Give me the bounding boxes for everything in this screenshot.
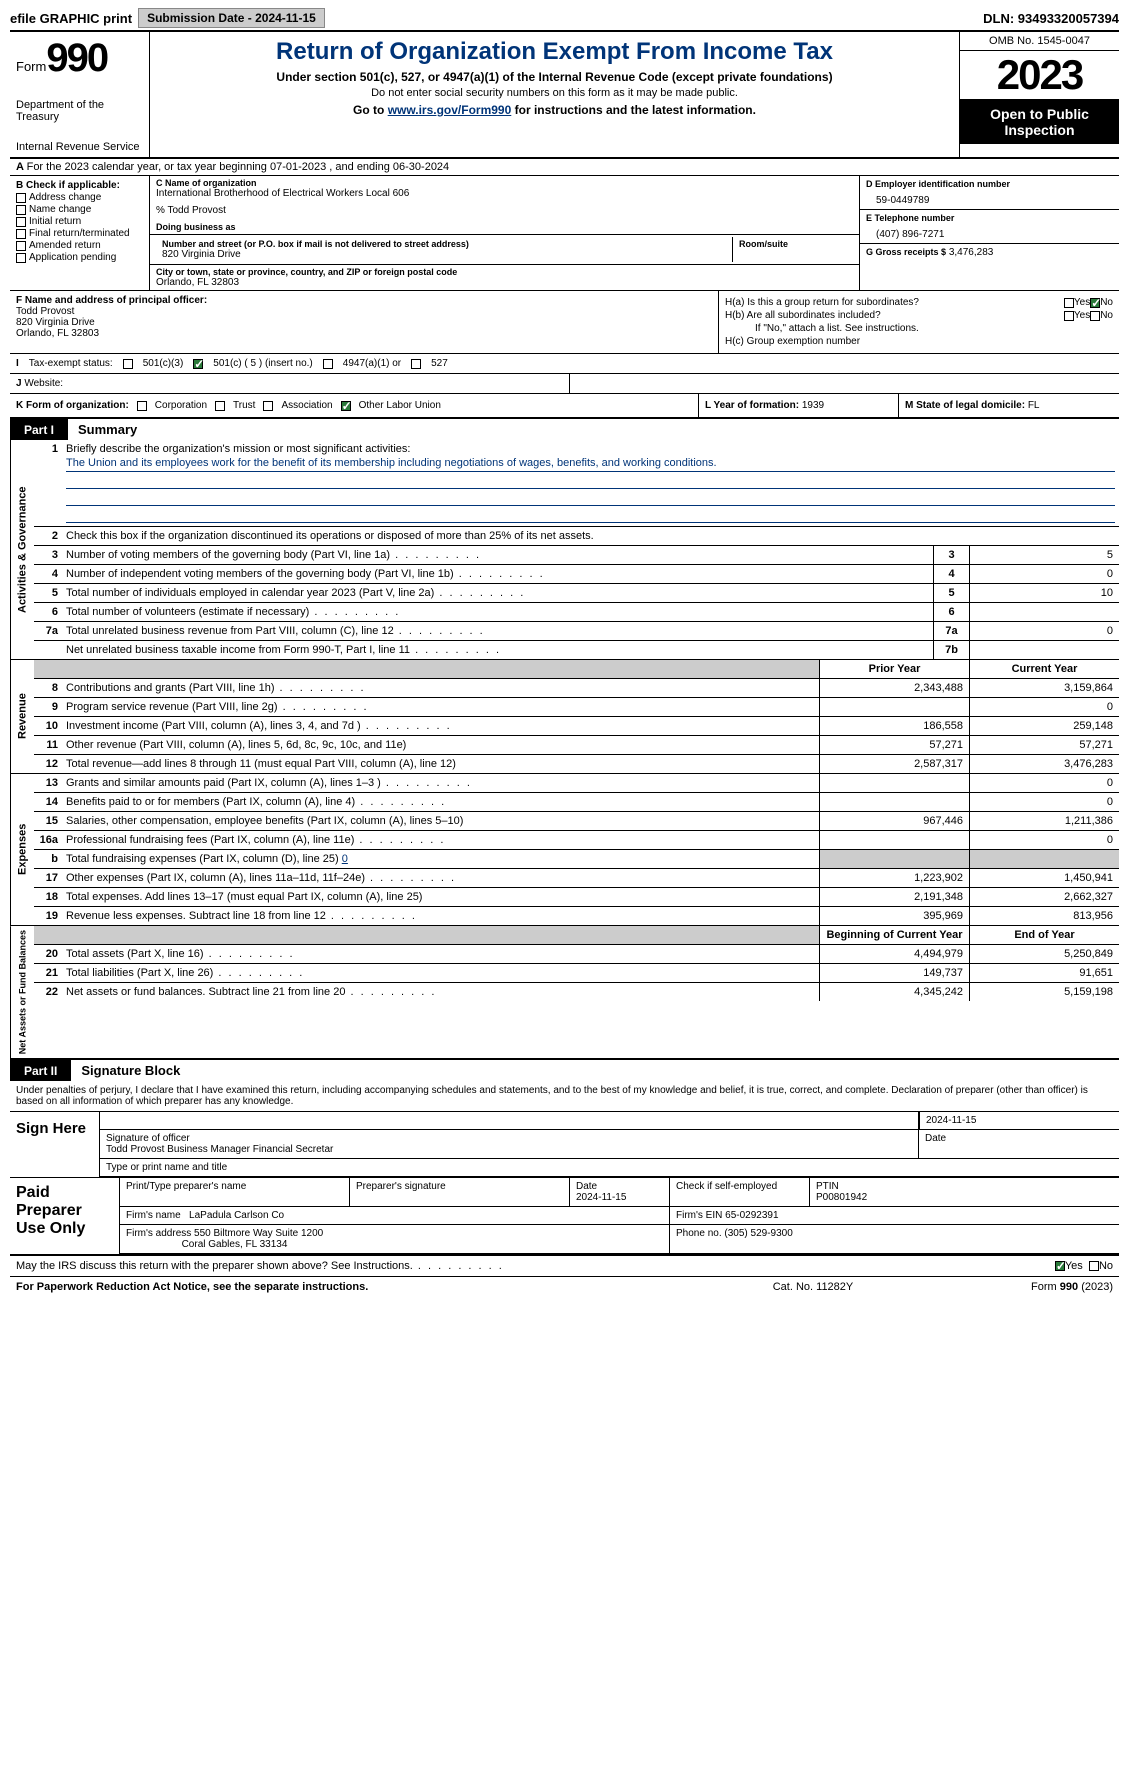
form-number: 990 xyxy=(46,36,107,80)
checkbox-checked-icon[interactable] xyxy=(341,401,351,411)
checkbox-icon[interactable] xyxy=(137,401,147,411)
org-name: International Brotherhood of Electrical … xyxy=(156,188,853,199)
checkbox-checked-icon[interactable] xyxy=(193,359,203,369)
activities-governance: Activities & Governance 1 Briefly descri… xyxy=(10,440,1119,660)
irs-link[interactable]: www.irs.gov/Form990 xyxy=(388,103,512,117)
col-b: B Check if applicable: Address change Na… xyxy=(10,176,150,290)
care-of: % Todd Provost xyxy=(156,205,853,216)
checkbox-icon[interactable] xyxy=(123,359,133,369)
net-assets-section: Net Assets or Fund Balances Beginning of… xyxy=(10,926,1119,1060)
street-address: 820 Virginia Drive xyxy=(162,249,726,260)
part2-header: Part II Signature Block xyxy=(10,1060,1119,1081)
checkbox-icon[interactable] xyxy=(1064,298,1074,308)
ein: 59-0449789 xyxy=(866,189,1113,206)
checkbox-icon xyxy=(16,217,26,227)
vtab-exp: Expenses xyxy=(10,774,34,925)
dln: DLN: 93493320057394 xyxy=(983,11,1119,26)
omb-number: OMB No. 1545-0047 xyxy=(960,32,1119,51)
checkbox-icon[interactable] xyxy=(1064,311,1074,321)
form-title: Return of Organization Exempt From Incom… xyxy=(160,38,949,66)
checkbox-icon[interactable] xyxy=(1089,1261,1099,1271)
ein-cell: D Employer identification number59-04497… xyxy=(860,176,1119,210)
gross-cell: G Gross receipts $ 3,476,283 xyxy=(860,244,1119,261)
state-domicile: M State of legal domicile: FL xyxy=(899,394,1119,417)
mission-block: Briefly describe the organization's miss… xyxy=(62,440,1119,526)
vtab-ag: Activities & Governance xyxy=(10,440,34,659)
public-inspection: Open to Public Inspection xyxy=(960,100,1119,144)
checkbox-icon[interactable] xyxy=(1090,311,1100,321)
form-subtitle: Under section 501(c), 527, or 4947(a)(1)… xyxy=(160,70,949,84)
cat-no: Cat. No. 11282Y xyxy=(713,1281,913,1293)
city-cell: City or town, state or province, country… xyxy=(150,265,859,290)
tax-year: 2023 xyxy=(960,51,1119,100)
col-c: C Name of organization International Bro… xyxy=(150,176,859,290)
irs-label: Internal Revenue Service xyxy=(16,141,143,153)
cb-address-change[interactable]: Address change xyxy=(16,192,143,203)
submission-date[interactable]: Submission Date - 2024-11-15 xyxy=(138,8,325,28)
cb-app-pending[interactable]: Application pending xyxy=(16,252,143,263)
phone-cell: E Telephone number(407) 896-7271 xyxy=(860,210,1119,244)
checkbox-icon[interactable] xyxy=(263,401,273,411)
checkbox-icon xyxy=(16,205,26,215)
revenue-section: Revenue Prior YearCurrent Year 8Contribu… xyxy=(10,660,1119,774)
phone: (407) 896-7271 xyxy=(866,223,1113,240)
row-i: ITax-exempt status: 501(c)(3) 501(c) ( 5… xyxy=(10,354,1119,374)
expenses-section: Expenses 13Grants and similar amounts pa… xyxy=(10,774,1119,926)
group-return: H(a) Is this a group return for subordin… xyxy=(719,291,1119,353)
efile-label: efile GRAPHIC print xyxy=(10,11,132,26)
b-header: B Check if applicable: xyxy=(16,180,143,191)
checkbox-icon[interactable] xyxy=(411,359,421,369)
goto-line: Go to www.irs.gov/Form990 for instructio… xyxy=(160,103,949,117)
form-header: Form990 Department of the Treasury Inter… xyxy=(10,32,1119,159)
checkbox-icon[interactable] xyxy=(323,359,333,369)
form-ref: Form 990 (2023) xyxy=(913,1281,1113,1293)
paperwork-notice: For Paperwork Reduction Act Notice, see … xyxy=(16,1281,713,1293)
col-d: D Employer identification number59-04497… xyxy=(859,176,1119,290)
cb-initial-return[interactable]: Initial return xyxy=(16,216,143,227)
dept-treasury: Department of the Treasury xyxy=(16,99,143,123)
checkbox-icon xyxy=(16,253,26,263)
cb-final-return[interactable]: Final return/terminated xyxy=(16,228,143,239)
checkbox-icon xyxy=(16,241,26,251)
header-center: Return of Organization Exempt From Incom… xyxy=(150,32,959,157)
row-j: J Website: xyxy=(10,374,1119,394)
checkbox-icon xyxy=(16,193,26,203)
addr-row: Number and street (or P.O. box if mail i… xyxy=(150,235,859,265)
header-left: Form990 Department of the Treasury Inter… xyxy=(10,32,150,157)
cb-name-change[interactable]: Name change xyxy=(16,204,143,215)
checkbox-checked-icon[interactable] xyxy=(1090,298,1100,308)
line-a: A For the 2023 calendar year, or tax yea… xyxy=(10,159,1119,176)
cb-amended[interactable]: Amended return xyxy=(16,240,143,251)
city-state-zip: Orlando, FL 32803 xyxy=(156,277,853,288)
form-of-org: K Form of organization: Corporation Trus… xyxy=(10,394,699,417)
perjury-text: Under penalties of perjury, I declare th… xyxy=(10,1081,1119,1112)
row-klm: K Form of organization: Corporation Trus… xyxy=(10,394,1119,419)
principal-officer: F Name and address of principal officer:… xyxy=(10,291,719,353)
part1-header: Part I Summary xyxy=(10,419,1119,440)
may-discuss: May the IRS discuss this return with the… xyxy=(10,1256,1119,1277)
ssn-note: Do not enter social security numbers on … xyxy=(160,87,949,99)
sign-here: Sign Here xyxy=(10,1112,100,1177)
form-label: Form xyxy=(16,59,46,74)
form-990-page: efile GRAPHIC print Submission Date - 20… xyxy=(0,0,1129,1305)
vtab-na: Net Assets or Fund Balances xyxy=(10,926,34,1058)
topbar: efile GRAPHIC print Submission Date - 20… xyxy=(10,8,1119,32)
gross-receipts: 3,476,283 xyxy=(949,247,994,258)
paid-prep-label: Paid Preparer Use Only xyxy=(10,1178,120,1254)
paid-preparer: Paid Preparer Use Only Print/Type prepar… xyxy=(10,1178,1119,1256)
checkbox-icon[interactable] xyxy=(215,401,225,411)
footer: For Paperwork Reduction Act Notice, see … xyxy=(10,1277,1119,1297)
vtab-rev: Revenue xyxy=(10,660,34,773)
row-fh: F Name and address of principal officer:… xyxy=(10,291,1119,354)
sign-here-row: Sign Here 2024-11-15 Signature of office… xyxy=(10,1112,1119,1178)
checkbox-icon xyxy=(16,229,26,239)
year-formation: L Year of formation: 1939 xyxy=(699,394,899,417)
checkbox-checked-icon[interactable] xyxy=(1055,1261,1065,1271)
org-name-cell: C Name of organization International Bro… xyxy=(150,176,859,235)
header-right: OMB No. 1545-0047 2023 Open to Public In… xyxy=(959,32,1119,157)
box-bcde: B Check if applicable: Address change Na… xyxy=(10,176,1119,291)
